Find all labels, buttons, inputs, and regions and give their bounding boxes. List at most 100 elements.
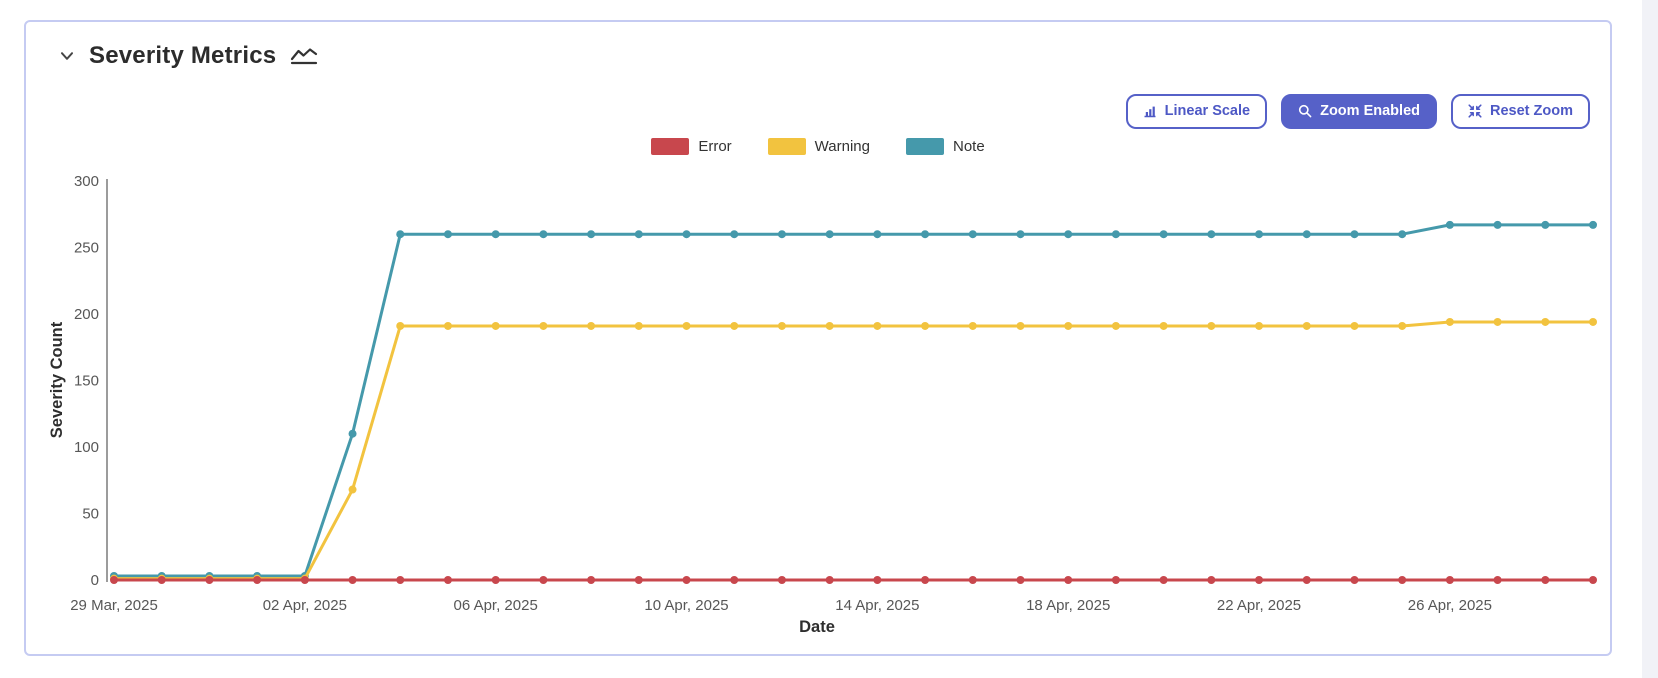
series-point-warning xyxy=(1159,321,1168,330)
series-point-warning xyxy=(1541,317,1550,326)
series-point-error xyxy=(825,576,834,584)
legend-swatch-warning xyxy=(767,138,806,155)
series-point-note xyxy=(1493,220,1502,229)
series-point-note xyxy=(968,230,977,239)
severity-metrics-card: Severity Metrics Linear Scale xyxy=(24,20,1612,656)
linear-scale-label: Linear Scale xyxy=(1164,103,1251,119)
series-point-error xyxy=(253,576,262,584)
page-gutter xyxy=(1642,0,1658,678)
series-point-error xyxy=(968,576,977,584)
x-tick-label: 14 Apr, 2025 xyxy=(835,597,919,614)
reset-zoom-button[interactable]: Reset Zoom xyxy=(1451,94,1590,129)
y-tick-label: 100 xyxy=(74,439,99,456)
series-point-note xyxy=(730,230,739,239)
series-point-note xyxy=(1111,230,1120,239)
series-point-warning xyxy=(1302,321,1311,330)
chevron-down-icon[interactable] xyxy=(58,47,76,65)
legend-item-error[interactable]: Error xyxy=(651,138,732,155)
series-point-warning xyxy=(730,321,739,330)
bar-chart-icon xyxy=(1143,104,1157,118)
series-point-error xyxy=(443,576,452,584)
x-tick-label: 02 Apr, 2025 xyxy=(263,597,347,614)
series-point-warning xyxy=(1064,321,1073,330)
linear-scale-button[interactable]: Linear Scale xyxy=(1125,94,1268,129)
chart-header: Severity Metrics xyxy=(58,42,319,70)
series-point-warning xyxy=(1255,321,1264,330)
series-point-error xyxy=(1445,576,1454,584)
series-point-warning xyxy=(1207,321,1216,330)
legend-label-note: Note xyxy=(952,138,985,155)
series-point-error xyxy=(205,576,214,584)
series-point-note xyxy=(777,230,786,239)
y-axis-title: Severity Count xyxy=(48,321,66,438)
series-line-warning xyxy=(112,320,1595,581)
series-point-note xyxy=(587,230,596,239)
series-point-note xyxy=(873,230,882,239)
series-point-note xyxy=(1207,230,1216,239)
x-tick-label: 06 Apr, 2025 xyxy=(454,597,538,614)
series-point-error xyxy=(682,576,691,584)
series-point-warning xyxy=(1016,321,1025,330)
series-point-warning xyxy=(1445,317,1454,326)
zoom-enabled-label: Zoom Enabled xyxy=(1320,103,1420,119)
series-point-note xyxy=(491,230,500,239)
chart-title: Severity Metrics xyxy=(89,42,277,69)
series-point-error xyxy=(1255,576,1264,584)
series-point-error xyxy=(348,576,357,584)
series-point-note xyxy=(1159,230,1168,239)
series-point-note xyxy=(1541,220,1550,229)
reset-zoom-label: Reset Zoom xyxy=(1490,103,1573,119)
series-point-warning xyxy=(968,321,977,330)
x-tick-label: 18 Apr, 2025 xyxy=(1026,597,1110,614)
magnifier-icon xyxy=(1298,104,1312,118)
series-point-note xyxy=(1016,230,1025,239)
series-point-note xyxy=(1064,230,1073,239)
series-point-warning xyxy=(491,321,500,330)
series-point-warning xyxy=(921,321,930,330)
series-point-error xyxy=(1350,576,1359,584)
legend-swatch-note xyxy=(905,138,944,155)
severity-chart[interactable]: Severity Count Date 0 50 100 150 200 250 300 29… xyxy=(26,22,1610,654)
series-point-note xyxy=(1445,220,1454,229)
legend-item-warning[interactable]: Warning xyxy=(767,138,870,155)
series-point-error xyxy=(1589,576,1598,584)
y-tick-label: 150 xyxy=(74,373,99,390)
series-point-warning xyxy=(348,485,357,494)
series-point-error xyxy=(110,576,118,584)
series-point-error xyxy=(396,576,405,584)
series-point-error xyxy=(634,576,643,584)
x-tick-label: 26 Apr, 2025 xyxy=(1408,597,1492,614)
chart-legend: Error Warning Note xyxy=(26,138,1610,155)
series-point-note xyxy=(682,230,691,239)
series-point-warning xyxy=(587,321,596,330)
x-tick-label: 22 Apr, 2025 xyxy=(1217,597,1301,614)
series-point-warning xyxy=(1111,321,1120,330)
x-axis-title: Date xyxy=(799,618,835,636)
series-point-error xyxy=(873,576,882,584)
series-point-note xyxy=(1302,230,1311,239)
y-tick-label: 0 xyxy=(91,572,99,589)
series-point-warning xyxy=(682,321,691,330)
series-point-note xyxy=(921,230,930,239)
series-point-error xyxy=(1541,576,1550,584)
series-point-note xyxy=(348,429,357,438)
legend-item-note[interactable]: Note xyxy=(905,138,985,155)
series-point-error xyxy=(1064,576,1073,584)
series-point-note xyxy=(396,230,405,239)
zoom-enabled-button[interactable]: Zoom Enabled xyxy=(1281,94,1437,129)
legend-label-error: Error xyxy=(698,138,732,155)
series-point-warning xyxy=(396,321,405,330)
series-line-note xyxy=(112,223,1595,578)
y-tick-label: 250 xyxy=(74,240,99,257)
legend-label-warning: Warning xyxy=(814,138,870,155)
series-point-error xyxy=(1493,576,1502,584)
series-point-error xyxy=(300,576,309,584)
series-point-error xyxy=(157,576,166,584)
series-point-error xyxy=(1159,576,1168,584)
series-point-note xyxy=(1350,230,1359,239)
series-point-note xyxy=(825,230,834,239)
y-tick-label: 50 xyxy=(82,506,99,523)
series-point-error xyxy=(1398,576,1407,584)
plot-area: 0 50 100 150 200 250 300 29 Mar, 2025 02 Apr, 20… xyxy=(70,173,1598,614)
series-point-warning xyxy=(634,321,643,330)
